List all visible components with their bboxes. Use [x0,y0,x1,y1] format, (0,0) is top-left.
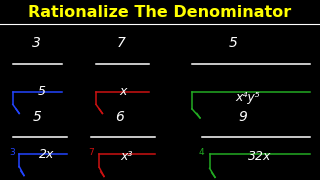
Text: 5: 5 [38,85,46,98]
Text: x³: x³ [120,150,132,163]
Text: 32x: 32x [247,150,271,163]
Text: 6: 6 [116,110,124,124]
Text: 2x: 2x [39,148,54,161]
Text: x⁴y⁵: x⁴y⁵ [236,91,260,104]
Text: 7: 7 [88,148,94,157]
Text: 9: 9 [239,110,248,124]
Text: Rationalize The Denominator: Rationalize The Denominator [28,5,292,20]
Text: x: x [119,85,127,98]
Text: 3: 3 [9,148,15,157]
Text: 7: 7 [117,36,126,50]
Text: 3: 3 [32,36,41,50]
Text: 4: 4 [198,148,204,157]
Text: 5: 5 [229,36,238,50]
Text: 5: 5 [32,110,41,124]
